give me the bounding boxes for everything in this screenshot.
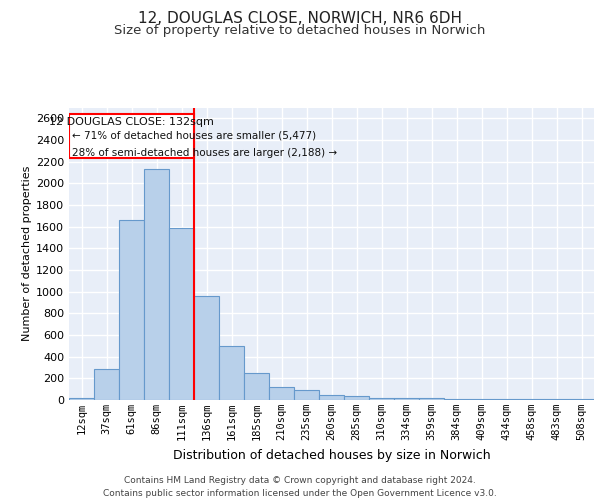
Bar [69,114,194,158]
Text: 28% of semi-detached houses are larger (2,188) →: 28% of semi-detached houses are larger (… [71,148,337,158]
Bar [294,390,319,400]
Bar [444,398,469,400]
X-axis label: Distribution of detached houses by size in Norwich: Distribution of detached houses by size … [173,448,490,462]
Bar [269,387,294,400]
Text: 12, DOUGLAS CLOSE, NORWICH, NR6 6DH: 12, DOUGLAS CLOSE, NORWICH, NR6 6DH [138,11,462,26]
Bar [519,399,544,400]
Bar [469,399,494,400]
Bar [194,296,219,400]
Bar [244,373,269,400]
Bar [69,398,94,400]
Text: Size of property relative to detached houses in Norwich: Size of property relative to detached ho… [115,24,485,37]
Bar [94,368,119,400]
Bar [144,170,169,400]
Bar [119,220,144,400]
Bar [344,396,369,400]
Y-axis label: Number of detached properties: Number of detached properties [22,166,32,342]
Bar [219,346,244,400]
Bar [419,398,444,400]
Bar [394,398,419,400]
Bar [169,228,194,400]
Text: Contains HM Land Registry data © Crown copyright and database right 2024.
Contai: Contains HM Land Registry data © Crown c… [103,476,497,498]
Text: ← 71% of detached houses are smaller (5,477): ← 71% of detached houses are smaller (5,… [71,130,316,140]
Bar [369,398,394,400]
Text: 12 DOUGLAS CLOSE: 132sqm: 12 DOUGLAS CLOSE: 132sqm [49,118,214,128]
Bar [569,398,594,400]
Bar [319,394,344,400]
